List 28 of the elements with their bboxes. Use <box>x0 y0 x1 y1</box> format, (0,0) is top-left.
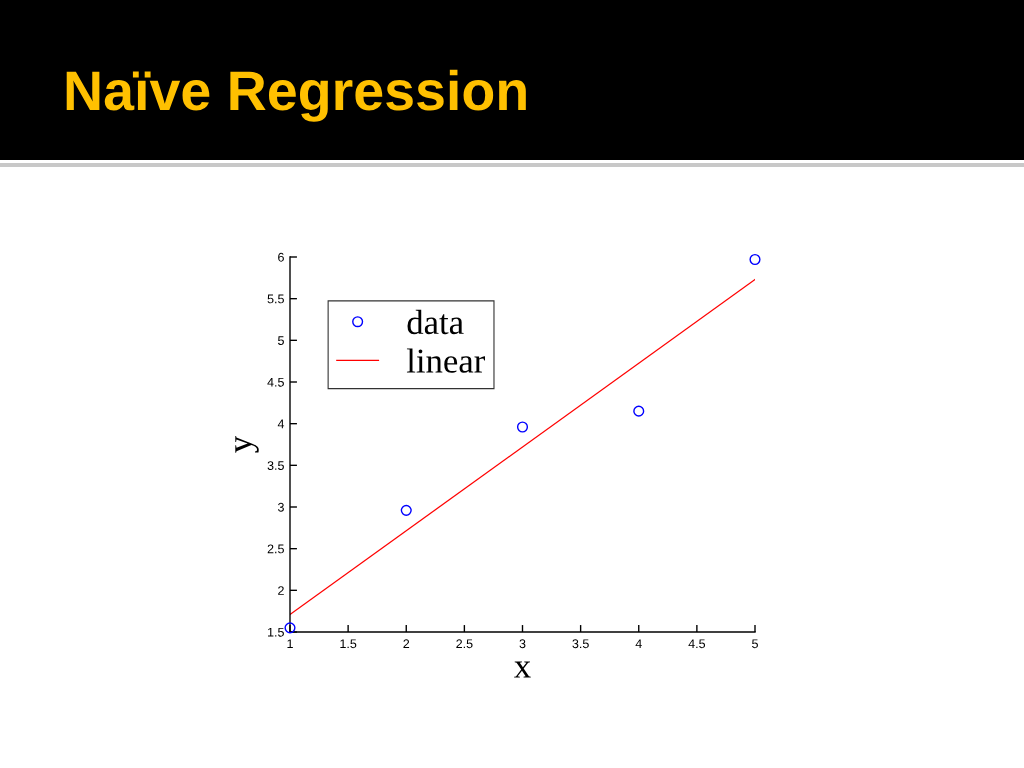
x-tick-label: 1 <box>287 639 293 648</box>
x-tick-label: 5 <box>752 639 758 649</box>
x-axis-title: x <box>514 661 531 678</box>
y-tick-label: 4 <box>277 419 285 429</box>
y-tick-label: 5 <box>277 336 284 345</box>
x-tick-label: 4.5 <box>688 639 706 649</box>
x-tick-label: 3 <box>519 639 526 649</box>
point <box>400 504 412 516</box>
point <box>516 421 529 433</box>
y-tick-label: 3.5 <box>267 461 284 470</box>
y-tick-label: 6 <box>278 252 284 262</box>
x-tick-label: 3.5 <box>572 639 589 649</box>
legend-label: data <box>407 309 464 335</box>
y-tick-label: 1.5 <box>268 627 284 637</box>
y-tick-label: 3 <box>277 502 284 512</box>
point <box>633 405 645 417</box>
y-tick-label: 2 <box>278 586 284 595</box>
x-tick-label: 2.5 <box>456 639 473 649</box>
y-tick-label: 2.5 <box>267 544 284 554</box>
point <box>749 253 761 266</box>
legend-label: linear <box>406 348 485 373</box>
y-axis-title: y <box>235 435 259 453</box>
y-tick-label: 4.5 <box>267 377 284 387</box>
x-tick-label: 2 <box>403 639 410 648</box>
x-tick-label: 1.5 <box>340 639 357 649</box>
x-tick-label: 4 <box>635 639 642 648</box>
y-tick-label: 5.5 <box>267 294 284 304</box>
chart-title: Naïve Regression <box>66 69 526 122</box>
